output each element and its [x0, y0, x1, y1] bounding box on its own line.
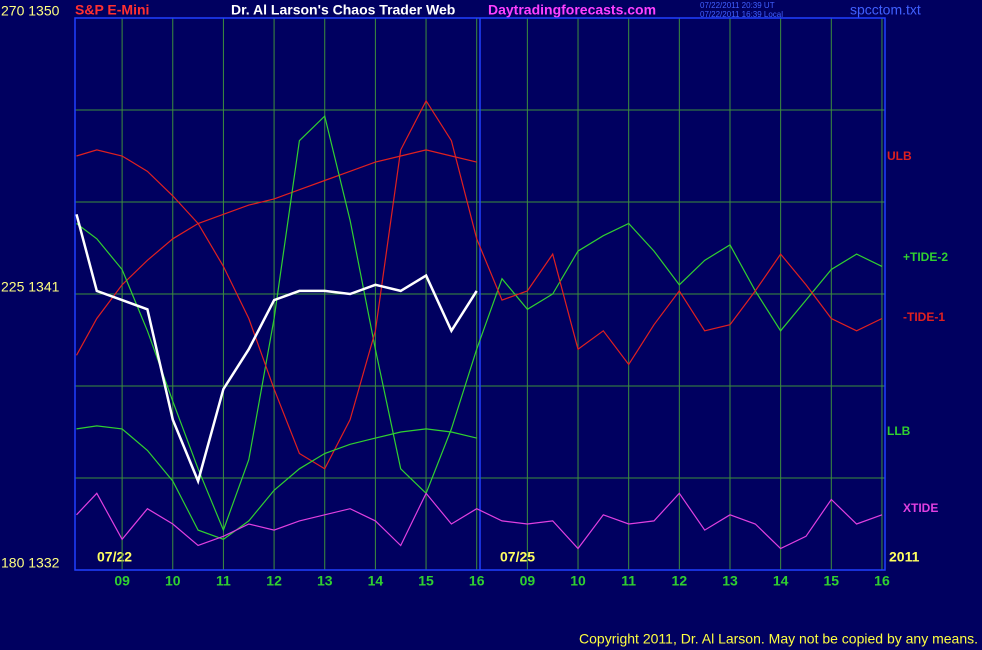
series-label: -TIDE-1: [903, 310, 945, 324]
year-label: 2011: [889, 549, 920, 565]
x-tick-label: 09: [114, 573, 130, 589]
x-tick-label: 16: [874, 573, 890, 589]
copyright: Copyright 2011, Dr. Al Larson. May not b…: [579, 631, 978, 647]
timestamp: 07/22/2011 16:39 Local: [700, 10, 783, 19]
x-tick-label: 09: [520, 573, 536, 589]
y-tick-label: 180 1332: [1, 555, 60, 571]
series-label: XTIDE: [903, 501, 938, 515]
x-tick-label: 14: [773, 573, 789, 589]
series-line: [76, 492, 883, 550]
x-tick-label: 13: [722, 573, 738, 589]
series-label: +TIDE-2: [903, 250, 948, 264]
timestamp: 07/22/2011 20:39 UT: [700, 1, 775, 10]
x-tick-label: 10: [570, 573, 586, 589]
series-label: ULB: [887, 149, 912, 163]
series-line: [75, 149, 477, 356]
date-label: 07/25: [500, 549, 535, 565]
x-tick-label: 15: [824, 573, 840, 589]
file-name: spcctom.txt: [850, 2, 921, 18]
series-line: [76, 114, 883, 532]
chart-title: Dr. Al Larson's Chaos Trader Web: [231, 2, 455, 18]
x-tick-label: 10: [165, 573, 181, 589]
x-tick-label: 11: [621, 573, 636, 589]
x-tick-label: 12: [266, 573, 282, 589]
instrument: S&P E-Mini: [75, 2, 149, 18]
x-tick-label: 15: [418, 573, 434, 589]
series-line: [76, 99, 883, 470]
x-tick-label: 11: [216, 573, 231, 589]
date-label: 07/22: [97, 549, 132, 565]
series-line: [76, 425, 477, 540]
x-tick-label: 12: [672, 573, 688, 589]
y-tick-label: 270 1350: [1, 3, 60, 19]
x-tick-label: 13: [317, 573, 333, 589]
x-tick-label: 14: [368, 573, 384, 589]
x-tick-label: 16: [469, 573, 485, 589]
price-line: [75, 213, 478, 485]
series-label: LLB: [887, 424, 911, 438]
site: Daytradingforecasts.com: [488, 2, 656, 18]
y-tick-label: 225 1341: [1, 279, 60, 295]
